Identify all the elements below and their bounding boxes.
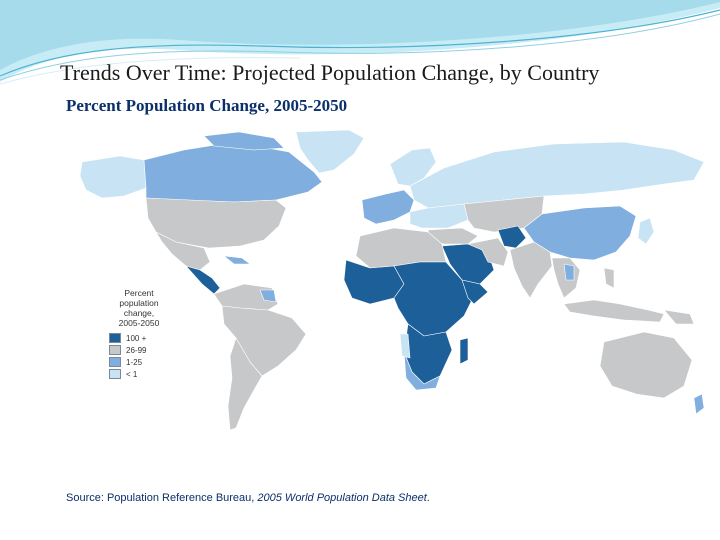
slide-title: Trends Over Time: Projected Population C… bbox=[60, 60, 600, 85]
legend-swatch bbox=[109, 333, 121, 343]
usa-region bbox=[145, 197, 287, 249]
india-region bbox=[509, 241, 553, 299]
legend-item-less-than-1: < 1 bbox=[109, 368, 175, 380]
guianas-region bbox=[259, 289, 277, 303]
south-africa-region bbox=[403, 351, 441, 391]
legend-item-100-plus: 100 + bbox=[109, 332, 175, 344]
central-america-region bbox=[185, 265, 221, 295]
horn-of-africa-region bbox=[461, 279, 489, 305]
legend-item-26-99: 26-99 bbox=[109, 344, 175, 356]
eastern-europe-region bbox=[409, 203, 469, 229]
png-region bbox=[663, 309, 695, 325]
southern-cone-region bbox=[227, 337, 263, 431]
legend-label: 26-99 bbox=[126, 345, 147, 355]
legend-swatch bbox=[109, 345, 121, 355]
map-subtitle: Percent Population Change, 2005-2050 bbox=[66, 96, 348, 115]
afghanistan-region bbox=[497, 225, 527, 249]
map-legend: Percent population change, 2005-2050 100… bbox=[103, 282, 175, 396]
madagascar-region bbox=[459, 337, 469, 365]
legend-title-line: 2005-2050 bbox=[118, 318, 160, 328]
source-publication: 2005 World Population Data Sheet bbox=[257, 492, 427, 504]
legend-title-line: population bbox=[119, 298, 159, 308]
source-citation: Source: Population Reference Bureau, 200… bbox=[66, 492, 430, 504]
legend-title-line: Percent bbox=[124, 288, 154, 298]
legend-swatch bbox=[109, 357, 121, 367]
legend-label: 1-25 bbox=[126, 357, 143, 367]
legend-title-line: change, bbox=[123, 308, 155, 318]
source-suffix: . bbox=[426, 492, 430, 504]
brazil-region bbox=[221, 305, 307, 377]
legend-items: 100 + 26-99 1-25 < 1 bbox=[109, 332, 175, 380]
australia-region bbox=[599, 331, 693, 399]
greenland-region bbox=[295, 129, 365, 174]
philippines-region bbox=[603, 267, 615, 289]
legend-title: Percent population change, 2005-2050 bbox=[103, 282, 175, 328]
canadian-islands-region bbox=[203, 131, 285, 151]
source-prefix: Source: Population Reference Bureau, bbox=[66, 492, 258, 504]
japan-region bbox=[637, 217, 655, 245]
scandinavia-region bbox=[389, 147, 437, 187]
indonesia-region bbox=[563, 299, 665, 323]
new-zealand-region bbox=[693, 393, 705, 415]
legend-label: < 1 bbox=[126, 369, 138, 379]
legend-label: 100 + bbox=[126, 333, 147, 343]
header-swoosh-decoration bbox=[0, 0, 720, 85]
caribbean-region bbox=[223, 255, 251, 265]
iran-region bbox=[467, 237, 509, 267]
legend-item-1-25: 1-25 bbox=[109, 356, 175, 368]
namibia-region bbox=[399, 333, 411, 359]
alaska-region bbox=[79, 155, 147, 199]
thailand-region bbox=[563, 263, 575, 281]
legend-swatch bbox=[109, 369, 121, 379]
